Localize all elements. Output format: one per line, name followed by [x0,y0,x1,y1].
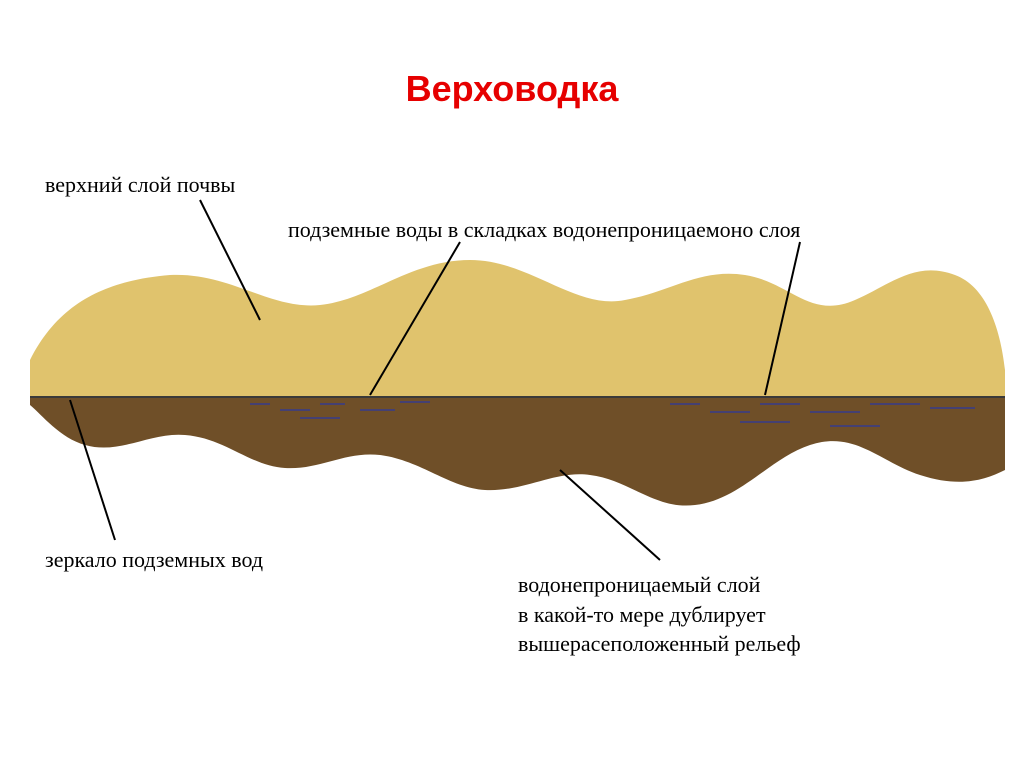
cross-section-svg [0,0,1024,767]
label-mirror: зеркало подземных вод [45,545,263,575]
bottom-soil-layer [30,397,1005,506]
label-folds-water: подземные воды в складках водонепроницае… [288,215,800,245]
label-impermeable: водонепроницаемый слой в какой-то мере д… [518,570,801,659]
label-top-soil: верхний слой почвы [45,170,235,200]
diagram-container: Верховодка [0,0,1024,767]
top-soil-layer [30,260,1005,397]
